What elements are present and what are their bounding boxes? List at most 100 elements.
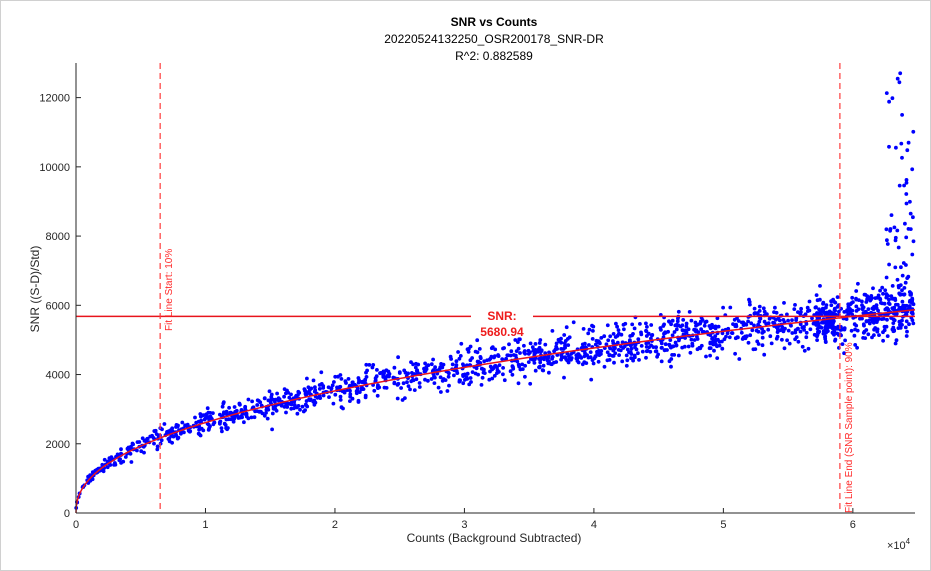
scatter-point: [834, 338, 838, 342]
scatter-point: [654, 350, 658, 354]
scatter-point: [554, 360, 558, 364]
scatter-point: [894, 239, 898, 243]
scatter-point: [895, 229, 899, 233]
scatter-point: [312, 399, 316, 403]
scatter-point: [674, 344, 678, 348]
scatter-point: [893, 266, 897, 270]
scatter-point: [666, 330, 670, 334]
scatter-point: [881, 330, 885, 334]
scatter-point: [645, 345, 649, 349]
scatter-point: [809, 327, 813, 331]
scatter-point: [198, 412, 202, 416]
scatter-point: [894, 342, 898, 346]
scatter-point: [284, 411, 288, 415]
scatter-point: [367, 363, 371, 367]
scatter-point: [896, 77, 900, 81]
scatter-point: [743, 335, 747, 339]
scatter-point: [413, 388, 417, 392]
scatter-point: [533, 361, 537, 365]
scatter-point: [606, 338, 610, 342]
scatter-point: [397, 382, 401, 386]
scatter-point: [639, 331, 643, 335]
scatter-point: [316, 396, 320, 400]
scatter-point: [514, 354, 518, 358]
y-tick-label: 6000: [46, 300, 70, 312]
scatter-point: [668, 359, 672, 363]
scatter-point: [398, 370, 402, 374]
scatter-point: [336, 375, 340, 379]
scatter-point: [614, 335, 618, 339]
scatter-point: [649, 323, 653, 327]
scatter-point: [718, 340, 722, 344]
scatter-point: [644, 329, 648, 333]
scatter-point: [208, 411, 212, 415]
scatter-point: [220, 426, 224, 430]
scatter-point: [834, 326, 838, 330]
scatter-point: [393, 366, 397, 370]
scatter-point: [690, 338, 694, 342]
scatter-point: [440, 366, 444, 370]
scatter-point: [899, 326, 903, 330]
scatter-point: [757, 330, 761, 334]
scatter-point: [578, 354, 582, 358]
scatter-point: [344, 381, 348, 385]
scatter-point: [577, 361, 581, 365]
scatter-point: [630, 347, 634, 351]
scatter-point: [712, 349, 716, 353]
scatter-point: [117, 458, 121, 462]
scatter-point: [582, 327, 586, 331]
scatter-point: [772, 310, 776, 314]
scatter-point: [728, 335, 732, 339]
scatter-point: [416, 363, 420, 367]
scatter-point: [399, 386, 403, 390]
scatter-point: [447, 375, 451, 379]
scatter-point: [121, 460, 125, 464]
scatter-point: [418, 381, 422, 385]
scatter-point: [905, 202, 909, 206]
scatter-point: [708, 342, 712, 346]
scatter-point: [783, 346, 787, 350]
scatter-point: [886, 242, 890, 246]
scatter-point: [490, 366, 494, 370]
scatter-point: [439, 362, 443, 366]
scatter-point: [840, 328, 844, 332]
scatter-point: [641, 350, 645, 354]
scatter-point: [431, 358, 435, 362]
scatter-point: [433, 381, 437, 385]
scatter-point: [290, 403, 294, 407]
scatter-point: [371, 363, 375, 367]
scatter-point: [266, 417, 270, 421]
scatter-point: [243, 405, 247, 409]
scatter-point: [292, 406, 296, 410]
scatter-point: [866, 332, 870, 336]
scatter-point: [582, 360, 586, 364]
scatter-point: [437, 386, 441, 390]
scatter-point: [911, 130, 915, 134]
scatter-point: [681, 323, 685, 327]
scatter-point: [305, 377, 309, 381]
scatter-point: [825, 320, 829, 324]
x-tick-label: 5: [720, 519, 726, 531]
scatter-point: [892, 329, 896, 333]
scatter-point: [717, 325, 721, 329]
scatter-point: [488, 358, 492, 362]
scatter-point: [612, 354, 616, 358]
scatter-point: [564, 357, 568, 361]
x-tick-label: 0: [73, 519, 79, 531]
scatter-point: [808, 309, 812, 313]
scatter-point: [905, 276, 909, 280]
scatter-point: [656, 353, 660, 357]
scatter-point: [630, 334, 634, 338]
scatter-point: [382, 372, 386, 376]
scatter-point: [340, 377, 344, 381]
scatter-point: [500, 357, 504, 361]
scatter-point: [854, 289, 858, 293]
scatter-point: [792, 307, 796, 311]
scatter-point: [891, 284, 895, 288]
scatter-point: [689, 351, 693, 355]
scatter-point: [407, 384, 411, 388]
scatter-point: [148, 435, 152, 439]
scatter-point: [714, 339, 718, 343]
scatter-point: [787, 329, 791, 333]
scatter-point: [870, 296, 874, 300]
